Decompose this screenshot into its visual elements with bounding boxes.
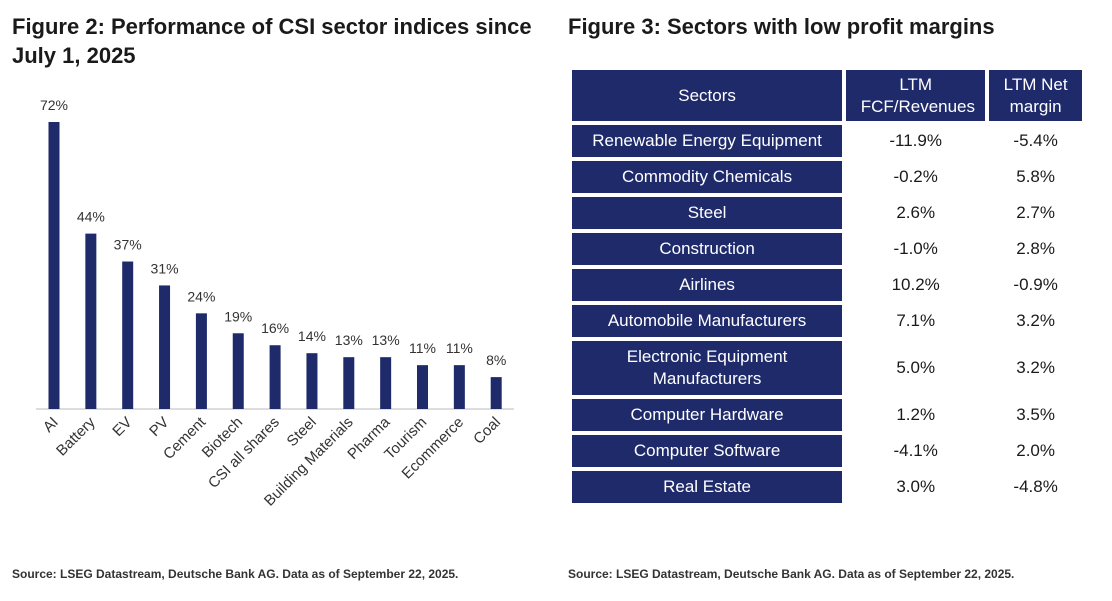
net-margin-cell: 3.2%	[989, 341, 1082, 395]
sector-cell: Computer Software	[572, 435, 843, 467]
sector-cell-text: Electronic Equipment Manufacturers	[626, 347, 788, 388]
bar	[122, 261, 134, 409]
bar	[48, 122, 60, 409]
bar	[159, 285, 171, 409]
x-tick-label: Battery	[53, 413, 99, 459]
fcf-cell: 2.6%	[846, 197, 986, 229]
table-row: Construction -1.0% 2.8%	[572, 233, 1082, 265]
net-margin-cell: 3.2%	[989, 305, 1082, 337]
net-margin-cell: 5.8%	[989, 161, 1082, 193]
chart-source-note: Source: LSEG Datastream, Deutsche Bank A…	[12, 567, 459, 581]
fcf-cell: -11.9%	[846, 125, 986, 157]
data-label: 13%	[372, 332, 400, 348]
sector-cell: Computer Hardware	[572, 399, 843, 431]
sector-cell: Airlines	[572, 269, 843, 301]
header-net-margin-text: LTM Net margin	[1003, 74, 1068, 116]
x-tick-label: EV	[109, 414, 135, 440]
data-label: 24%	[187, 288, 215, 304]
fcf-cell: 3.0%	[846, 471, 986, 503]
bar	[380, 357, 392, 409]
x-tick-label: PV	[146, 414, 172, 440]
bar	[306, 353, 318, 409]
net-margin-cell: 2.8%	[989, 233, 1082, 265]
data-label: 14%	[298, 328, 326, 344]
header-fcf-revenues: LTM FCF/Revenues	[846, 70, 986, 121]
net-margin-cell: 2.7%	[989, 197, 1082, 229]
x-tick-label: Coal	[470, 414, 504, 448]
net-margin-cell: -0.9%	[989, 269, 1082, 301]
table-row: Computer Hardware 1.2% 3.5%	[572, 399, 1082, 431]
net-margin-cell: 2.0%	[989, 435, 1082, 467]
sector-cell: Steel	[572, 197, 843, 229]
table-title: Figure 3: Sectors with low profit margin…	[568, 14, 995, 39]
table-row: Airlines 10.2% -0.9%	[572, 269, 1082, 301]
header-sectors: Sectors	[572, 70, 843, 121]
data-label: 72%	[40, 97, 68, 113]
header-fcf-revenues-text: LTM FCF/Revenues	[860, 74, 976, 116]
data-label: 31%	[151, 260, 179, 276]
table-row: Electronic Equipment Manufacturers 5.0% …	[572, 341, 1082, 395]
data-label: 11%	[446, 340, 473, 356]
data-label: 11%	[409, 340, 436, 356]
bar-chart: 72%AI44%Battery37%EV31%PV24%Cement19%Bio…	[36, 97, 514, 510]
data-label: 19%	[224, 308, 252, 324]
table-row: Automobile Manufacturers 7.1% 3.2%	[572, 305, 1082, 337]
fcf-cell: 5.0%	[846, 341, 986, 395]
data-label: 13%	[335, 332, 363, 348]
net-margin-cell: 3.5%	[989, 399, 1082, 431]
bar	[343, 357, 355, 409]
x-tick-label: AI	[40, 414, 62, 436]
bar	[453, 365, 465, 409]
sector-cell: Construction	[572, 233, 843, 265]
fcf-cell: 7.1%	[846, 305, 986, 337]
chart-title: Figure 2: Performance of CSI sector indi…	[12, 14, 532, 68]
table-row: Steel 2.6% 2.7%	[572, 197, 1082, 229]
fcf-cell: 1.2%	[846, 399, 986, 431]
table-row: Real Estate 3.0% -4.8%	[572, 471, 1082, 503]
fcf-cell: 10.2%	[846, 269, 986, 301]
data-label: 44%	[77, 209, 105, 225]
fcf-cell: -0.2%	[846, 161, 986, 193]
sector-cell: Electronic Equipment Manufacturers	[572, 341, 843, 395]
table-row: Renewable Energy Equipment -11.9% -5.4%	[572, 125, 1082, 157]
net-margin-cell: -5.4%	[989, 125, 1082, 157]
data-label: 16%	[261, 320, 289, 336]
table-row: Commodity Chemicals -0.2% 5.8%	[572, 161, 1082, 193]
x-tick-label: Cement	[160, 413, 210, 463]
bar	[85, 233, 97, 409]
bar	[195, 313, 207, 409]
sector-cell: Commodity Chemicals	[572, 161, 843, 193]
fcf-cell: -4.1%	[846, 435, 986, 467]
bar	[232, 333, 244, 409]
data-label: 37%	[114, 237, 142, 253]
bar	[269, 345, 281, 409]
table-row: Computer Software -4.1% 2.0%	[572, 435, 1082, 467]
sector-cell: Real Estate	[572, 471, 843, 503]
sector-cell: Automobile Manufacturers	[572, 305, 843, 337]
data-label: 8%	[486, 352, 506, 368]
fcf-cell: -1.0%	[846, 233, 986, 265]
net-margin-cell: -4.8%	[989, 471, 1082, 503]
sector-cell: Renewable Energy Equipment	[572, 125, 843, 157]
sectors-table: Sectors LTM FCF/Revenues LTM Net margin …	[568, 66, 1086, 507]
bar	[490, 377, 502, 409]
table-header-row: Sectors LTM FCF/Revenues LTM Net margin	[572, 70, 1082, 121]
table-source-note: Source: LSEG Datastream, Deutsche Bank A…	[568, 567, 1015, 581]
header-net-margin: LTM Net margin	[989, 70, 1082, 121]
bar	[417, 365, 428, 409]
